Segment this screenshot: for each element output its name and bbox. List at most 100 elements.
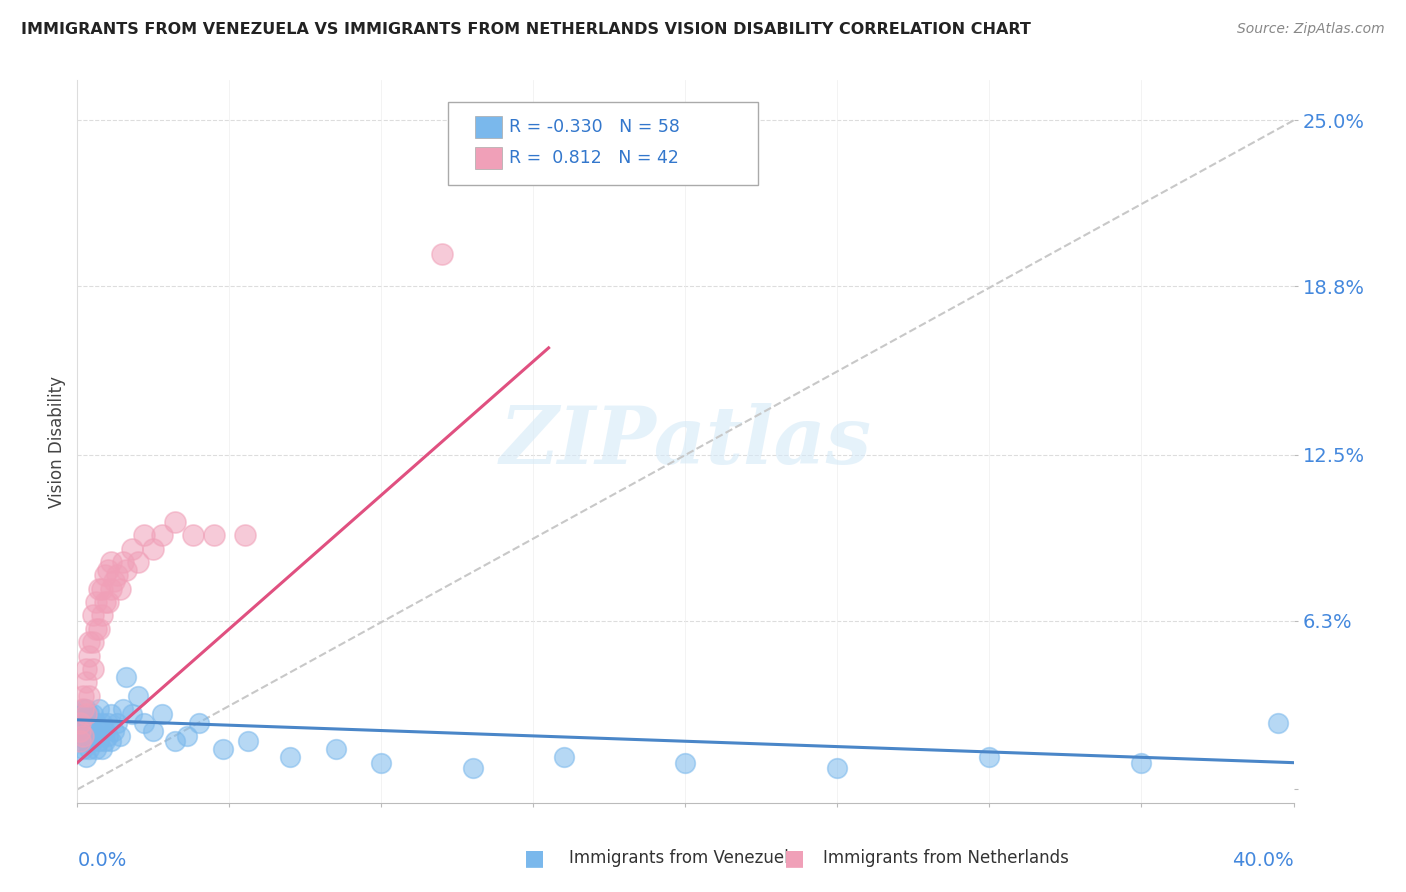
Point [75, 723, 97, 738]
Text: Source: ZipAtlas.com: Source: ZipAtlas.com [1237, 22, 1385, 37]
Point [103, 574, 125, 588]
Point [87, 734, 110, 748]
Point [97, 595, 120, 609]
Point [75, 675, 97, 690]
Point [134, 715, 156, 730]
Point [163, 734, 186, 748]
Text: ■: ■ [785, 848, 804, 868]
Point [79, 648, 101, 663]
Point [79, 707, 101, 722]
Point [111, 702, 134, 716]
Point [84, 715, 107, 730]
Point [79, 715, 101, 730]
Point [69, 715, 91, 730]
Point [1130, 756, 1153, 770]
Point [90, 608, 112, 623]
Point [87, 702, 110, 716]
Point [72, 742, 94, 756]
Point [127, 555, 149, 569]
Point [72, 689, 94, 703]
Point [69, 723, 91, 738]
Point [82, 662, 104, 676]
Point [100, 582, 122, 596]
Point [163, 515, 186, 529]
Text: 0.0%: 0.0% [77, 851, 127, 870]
Point [90, 582, 112, 596]
Point [69, 723, 91, 738]
Point [87, 622, 110, 636]
Point [188, 715, 211, 730]
Point [72, 702, 94, 716]
Point [108, 729, 131, 743]
Point [90, 715, 112, 730]
Point [79, 742, 101, 756]
Point [82, 734, 104, 748]
Point [675, 756, 697, 770]
Point [79, 635, 101, 649]
Point [233, 528, 256, 542]
Point [236, 734, 259, 748]
Point [97, 563, 120, 577]
Point [134, 528, 156, 542]
Point [87, 723, 110, 738]
Text: Immigrants from Netherlands: Immigrants from Netherlands [823, 849, 1069, 867]
Text: ■: ■ [524, 848, 544, 868]
Point [82, 635, 104, 649]
Point [553, 750, 575, 764]
Point [111, 555, 134, 569]
Point [79, 689, 101, 703]
Point [84, 622, 107, 636]
Point [1267, 715, 1289, 730]
Point [75, 702, 97, 716]
Point [90, 742, 112, 756]
Point [152, 707, 174, 722]
Point [93, 734, 115, 748]
Bar [475, 147, 502, 169]
Point [115, 670, 138, 684]
Point [75, 750, 97, 764]
Point [75, 734, 97, 748]
Point [93, 595, 115, 609]
Point [152, 528, 174, 542]
Point [121, 541, 143, 556]
Point [72, 729, 94, 743]
Point [69, 715, 91, 730]
Point [69, 734, 91, 748]
Point [93, 723, 115, 738]
Point [84, 595, 107, 609]
Point [69, 734, 91, 748]
Point [181, 528, 204, 542]
Point [100, 734, 122, 748]
Point [121, 707, 143, 722]
Point [127, 689, 149, 703]
Point [325, 742, 347, 756]
Point [75, 715, 97, 730]
Point [142, 541, 165, 556]
Point [75, 662, 97, 676]
Point [79, 729, 101, 743]
Point [278, 750, 301, 764]
Point [461, 761, 484, 775]
Point [430, 247, 453, 261]
Point [75, 707, 97, 722]
Point [84, 729, 107, 743]
Y-axis label: Vision Disability: Vision Disability [48, 376, 66, 508]
Text: ZIPatlas: ZIPatlas [499, 403, 872, 480]
Point [82, 707, 104, 722]
Point [82, 608, 104, 623]
Point [108, 582, 131, 596]
Point [103, 723, 125, 738]
FancyBboxPatch shape [449, 102, 758, 185]
Point [827, 761, 849, 775]
Point [979, 750, 1001, 764]
Point [93, 568, 115, 582]
Point [72, 707, 94, 722]
Point [72, 729, 94, 743]
Text: IMMIGRANTS FROM VENEZUELA VS IMMIGRANTS FROM NETHERLANDS VISION DISABILITY CORRE: IMMIGRANTS FROM VENEZUELA VS IMMIGRANTS … [21, 22, 1031, 37]
Point [87, 582, 110, 596]
Bar [475, 116, 502, 138]
Text: R = -0.330   N = 58: R = -0.330 N = 58 [509, 119, 681, 136]
Point [97, 729, 120, 743]
Point [100, 707, 122, 722]
Point [100, 555, 122, 569]
